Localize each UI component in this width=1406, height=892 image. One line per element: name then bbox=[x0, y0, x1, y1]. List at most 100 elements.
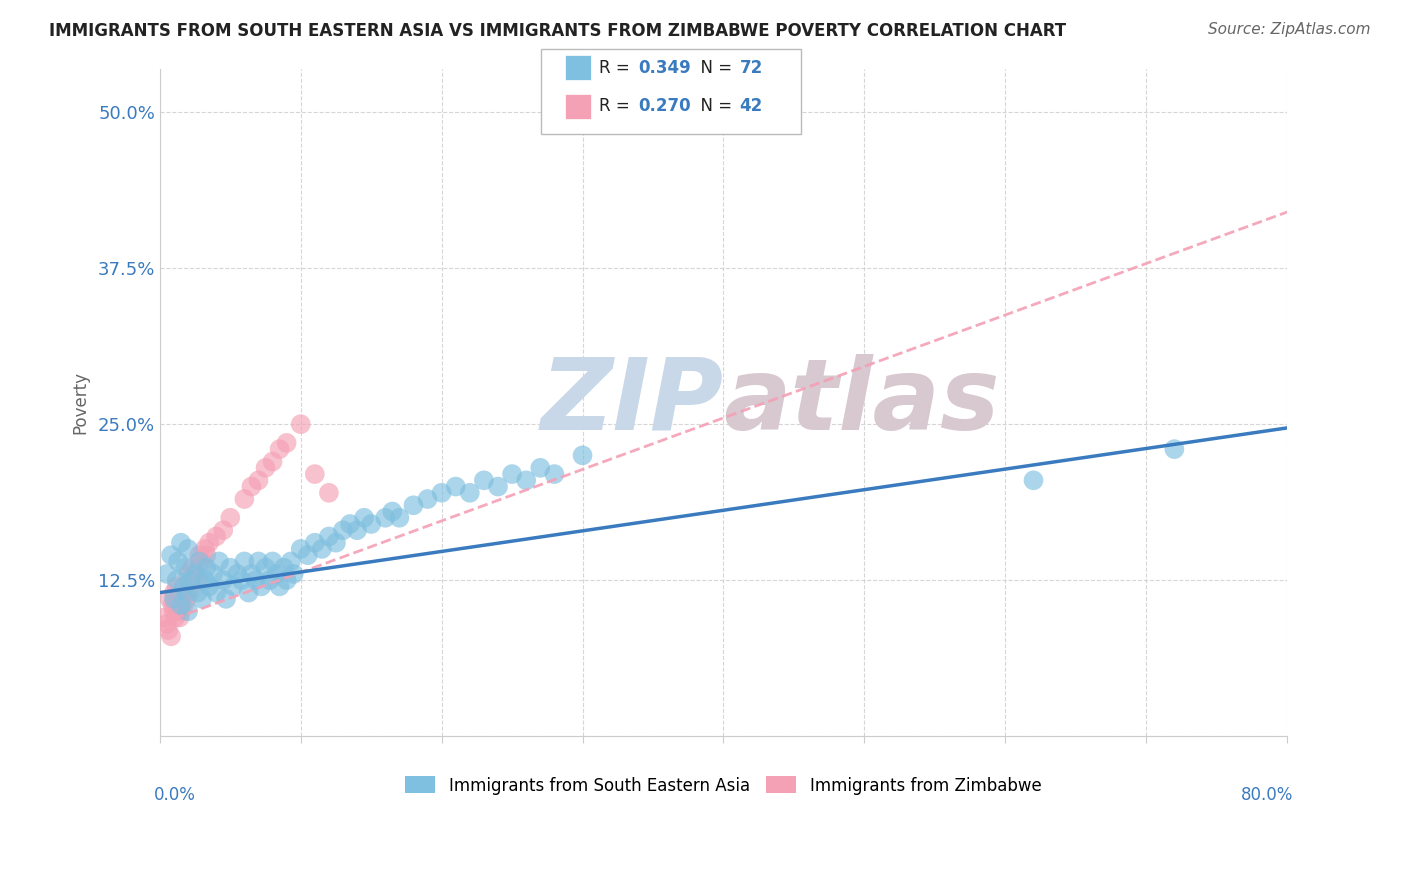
Y-axis label: Poverty: Poverty bbox=[72, 371, 89, 434]
Point bbox=[177, 604, 200, 618]
Point bbox=[240, 479, 263, 493]
Point bbox=[187, 573, 209, 587]
Point bbox=[170, 604, 193, 618]
Point bbox=[180, 573, 202, 587]
Point bbox=[353, 510, 375, 524]
Point bbox=[276, 436, 298, 450]
Point bbox=[219, 510, 242, 524]
Point bbox=[181, 560, 204, 574]
Point bbox=[290, 417, 312, 432]
Point bbox=[205, 529, 228, 543]
Text: R =: R = bbox=[599, 59, 636, 77]
Point bbox=[254, 560, 277, 574]
Point bbox=[176, 591, 198, 606]
Point bbox=[165, 610, 187, 624]
Point bbox=[283, 566, 305, 581]
Point bbox=[280, 554, 302, 568]
Point bbox=[318, 485, 340, 500]
Point bbox=[247, 473, 270, 487]
Point bbox=[430, 485, 453, 500]
Point bbox=[219, 560, 242, 574]
Point bbox=[262, 554, 284, 568]
Point bbox=[402, 498, 425, 512]
Point bbox=[159, 591, 181, 606]
Point bbox=[194, 573, 217, 587]
Point bbox=[416, 491, 439, 506]
Point bbox=[191, 554, 214, 568]
Text: 42: 42 bbox=[740, 97, 763, 115]
Point bbox=[167, 591, 190, 606]
Point bbox=[172, 585, 194, 599]
Point bbox=[166, 598, 188, 612]
Point bbox=[231, 573, 253, 587]
Point bbox=[515, 473, 537, 487]
Text: ZIP: ZIP bbox=[540, 354, 724, 450]
Point bbox=[304, 467, 326, 481]
Point bbox=[177, 566, 200, 581]
Point bbox=[374, 510, 396, 524]
Point bbox=[163, 604, 186, 618]
Point bbox=[188, 548, 211, 562]
Text: Source: ZipAtlas.com: Source: ZipAtlas.com bbox=[1208, 22, 1371, 37]
Point bbox=[472, 473, 495, 487]
Text: 0.0%: 0.0% bbox=[155, 786, 195, 805]
Point bbox=[259, 573, 281, 587]
Point bbox=[176, 585, 198, 599]
Point bbox=[166, 579, 188, 593]
Legend: Immigrants from South Eastern Asia, Immigrants from Zimbabwe: Immigrants from South Eastern Asia, Immi… bbox=[399, 770, 1049, 801]
Point bbox=[202, 566, 225, 581]
Point bbox=[184, 566, 207, 581]
Point bbox=[198, 535, 221, 549]
Point bbox=[157, 623, 180, 637]
Point bbox=[297, 548, 319, 562]
Point bbox=[339, 516, 361, 531]
Point bbox=[160, 629, 183, 643]
Point bbox=[543, 467, 565, 481]
Point bbox=[233, 554, 256, 568]
Point bbox=[240, 566, 263, 581]
Point bbox=[245, 573, 267, 587]
Point bbox=[169, 610, 191, 624]
Point bbox=[191, 591, 214, 606]
Point bbox=[388, 510, 411, 524]
Point bbox=[325, 535, 347, 549]
Text: 80.0%: 80.0% bbox=[1240, 786, 1292, 805]
Point bbox=[153, 610, 176, 624]
Point bbox=[250, 579, 273, 593]
Point bbox=[226, 566, 249, 581]
Point bbox=[486, 479, 509, 493]
Point bbox=[276, 573, 298, 587]
Text: IMMIGRANTS FROM SOUTH EASTERN ASIA VS IMMIGRANTS FROM ZIMBABWE POVERTY CORRELATI: IMMIGRANTS FROM SOUTH EASTERN ASIA VS IM… bbox=[49, 22, 1066, 40]
Text: R =: R = bbox=[599, 97, 636, 115]
Point bbox=[195, 548, 218, 562]
Text: N =: N = bbox=[690, 97, 738, 115]
Point bbox=[269, 442, 291, 456]
Text: 0.270: 0.270 bbox=[638, 97, 690, 115]
Point bbox=[162, 598, 184, 612]
Point bbox=[381, 504, 404, 518]
Point bbox=[215, 591, 238, 606]
Point bbox=[173, 579, 195, 593]
Point bbox=[444, 479, 467, 493]
Point bbox=[304, 535, 326, 549]
Text: atlas: atlas bbox=[724, 354, 1000, 450]
Point bbox=[238, 585, 260, 599]
Point bbox=[173, 598, 195, 612]
Point bbox=[346, 523, 368, 537]
Text: N =: N = bbox=[690, 59, 738, 77]
Point bbox=[166, 573, 188, 587]
Text: 72: 72 bbox=[740, 59, 763, 77]
Point bbox=[269, 579, 291, 593]
Point bbox=[458, 485, 481, 500]
Point bbox=[233, 491, 256, 506]
Point bbox=[170, 598, 193, 612]
Point bbox=[188, 554, 211, 568]
Point bbox=[360, 516, 382, 531]
Point bbox=[1163, 442, 1185, 456]
Point bbox=[194, 541, 217, 556]
Point bbox=[571, 448, 593, 462]
Point bbox=[187, 585, 209, 599]
Point bbox=[1022, 473, 1045, 487]
Point bbox=[290, 541, 312, 556]
Point bbox=[247, 554, 270, 568]
